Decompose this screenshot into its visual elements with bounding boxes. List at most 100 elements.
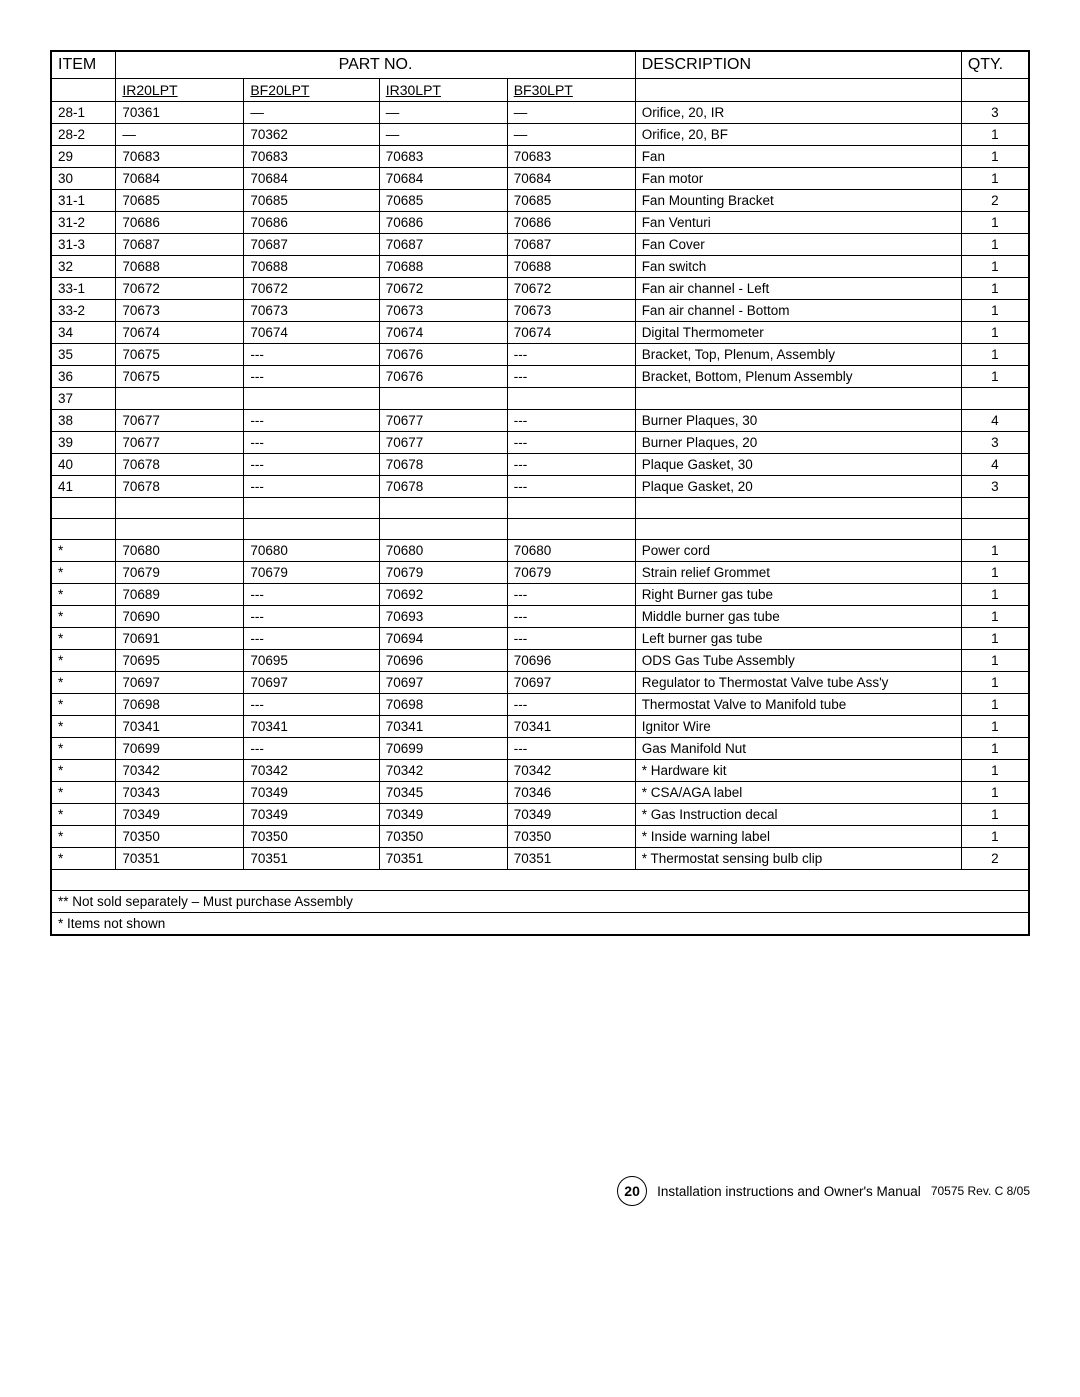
cell-p4: 70685 (507, 190, 635, 212)
cell-qty: 1 (961, 212, 1029, 234)
cell-qty: 1 (961, 650, 1029, 672)
cell-desc: Fan air channel - Left (635, 278, 961, 300)
cell-p1: 70691 (116, 628, 244, 650)
cell-p2: --- (244, 432, 379, 454)
cell-qty: 3 (961, 476, 1029, 498)
cell-item: 32 (51, 256, 116, 278)
cell-qty: 1 (961, 804, 1029, 826)
cell-desc: Fan (635, 146, 961, 168)
cell-desc: Bracket, Bottom, Plenum Assembly (635, 366, 961, 388)
cell-item: 31-1 (51, 190, 116, 212)
cell-p4: 70351 (507, 848, 635, 870)
cell-p2: 70362 (244, 124, 379, 146)
cell-qty (961, 388, 1029, 410)
cell-p3: 70349 (379, 804, 507, 826)
table-row: *70689---70692---Right Burner gas tube1 (51, 584, 1029, 606)
cell-p2: 70687 (244, 234, 379, 256)
cell-item: 40 (51, 454, 116, 476)
cell-qty: 1 (961, 256, 1029, 278)
table-row (51, 498, 1029, 519)
cell-qty: 3 (961, 432, 1029, 454)
cell-desc: Orifice, 20, BF (635, 124, 961, 146)
cell-desc: Thermostat Valve to Manifold tube (635, 694, 961, 716)
cell-p2: --- (244, 476, 379, 498)
cell-p4: 70684 (507, 168, 635, 190)
cell-desc: * Gas Instruction decal (635, 804, 961, 826)
cell-p1: 70680 (116, 540, 244, 562)
cell-p4: --- (507, 344, 635, 366)
table-row (51, 519, 1029, 540)
cell-p2: --- (244, 366, 379, 388)
cell-p3: — (379, 124, 507, 146)
cell-desc: Burner Plaques, 30 (635, 410, 961, 432)
table-row: *70343703497034570346* CSA/AGA label1 (51, 782, 1029, 804)
cell-p3: 70341 (379, 716, 507, 738)
cell-p4: --- (507, 584, 635, 606)
cell-p4: --- (507, 694, 635, 716)
cell-item: * (51, 848, 116, 870)
cell-p2: --- (244, 738, 379, 760)
cell-desc: Fan motor (635, 168, 961, 190)
cell-qty: 1 (961, 716, 1029, 738)
cell-item: * (51, 540, 116, 562)
cell-p3: 70678 (379, 476, 507, 498)
cell-desc: Fan switch (635, 256, 961, 278)
cell-p2: 70688 (244, 256, 379, 278)
table-row: *70698---70698---Thermostat Valve to Man… (51, 694, 1029, 716)
cell-p3: — (379, 102, 507, 124)
cell-p1: 70684 (116, 168, 244, 190)
cell-p4: — (507, 124, 635, 146)
cell-p4: 70673 (507, 300, 635, 322)
cell-p3: 70672 (379, 278, 507, 300)
cell-p3: 70673 (379, 300, 507, 322)
cell-item: 30 (51, 168, 116, 190)
cell-qty: 1 (961, 738, 1029, 760)
cell-desc: ODS Gas Tube Assembly (635, 650, 961, 672)
cell-p4: 70687 (507, 234, 635, 256)
cell-p4: 70674 (507, 322, 635, 344)
cell-p1: — (116, 124, 244, 146)
cell-qty: 1 (961, 124, 1029, 146)
cell-p3: 70687 (379, 234, 507, 256)
cell-p4: 70346 (507, 782, 635, 804)
cell-p1: 70687 (116, 234, 244, 256)
cell-p1: 70677 (116, 432, 244, 454)
sub-desc-blank (635, 79, 961, 102)
cell-p2: 70349 (244, 804, 379, 826)
cell-p1 (116, 498, 244, 519)
cell-p3: 70342 (379, 760, 507, 782)
page-number: 20 (617, 1176, 647, 1206)
cell-desc: Left burner gas tube (635, 628, 961, 650)
cell-p4: 70679 (507, 562, 635, 584)
cell-item: * (51, 760, 116, 782)
cell-p4 (507, 498, 635, 519)
table-row: 3070684706847068470684Fan motor1 (51, 168, 1029, 190)
cell-p3: 70351 (379, 848, 507, 870)
sub-qty-blank (961, 79, 1029, 102)
table-row: 3870677---70677---Burner Plaques, 304 (51, 410, 1029, 432)
cell-p1: 70351 (116, 848, 244, 870)
sub-p1: IR20LPT (116, 79, 244, 102)
cell-desc: Middle burner gas tube (635, 606, 961, 628)
cell-p3: 70699 (379, 738, 507, 760)
sub-p2: BF20LPT (244, 79, 379, 102)
cell-qty: 1 (961, 760, 1029, 782)
cell-desc: Fan air channel - Bottom (635, 300, 961, 322)
cell-desc: Ignitor Wire (635, 716, 961, 738)
cell-p3: 70696 (379, 650, 507, 672)
cell-qty: 1 (961, 540, 1029, 562)
sub-blank (51, 79, 116, 102)
cell-item: 38 (51, 410, 116, 432)
cell-desc: Fan Cover (635, 234, 961, 256)
cell-p3: 70684 (379, 168, 507, 190)
cell-p3: 70676 (379, 344, 507, 366)
cell-item: * (51, 782, 116, 804)
hdr-item: ITEM (51, 51, 116, 79)
table-row: *70349703497034970349* Gas Instruction d… (51, 804, 1029, 826)
cell-p2: 70679 (244, 562, 379, 584)
table-row: 37 (51, 388, 1029, 410)
cell-p4: --- (507, 606, 635, 628)
cell-p2: --- (244, 606, 379, 628)
table-row: *70341703417034170341Ignitor Wire1 (51, 716, 1029, 738)
cell-p4: 70680 (507, 540, 635, 562)
